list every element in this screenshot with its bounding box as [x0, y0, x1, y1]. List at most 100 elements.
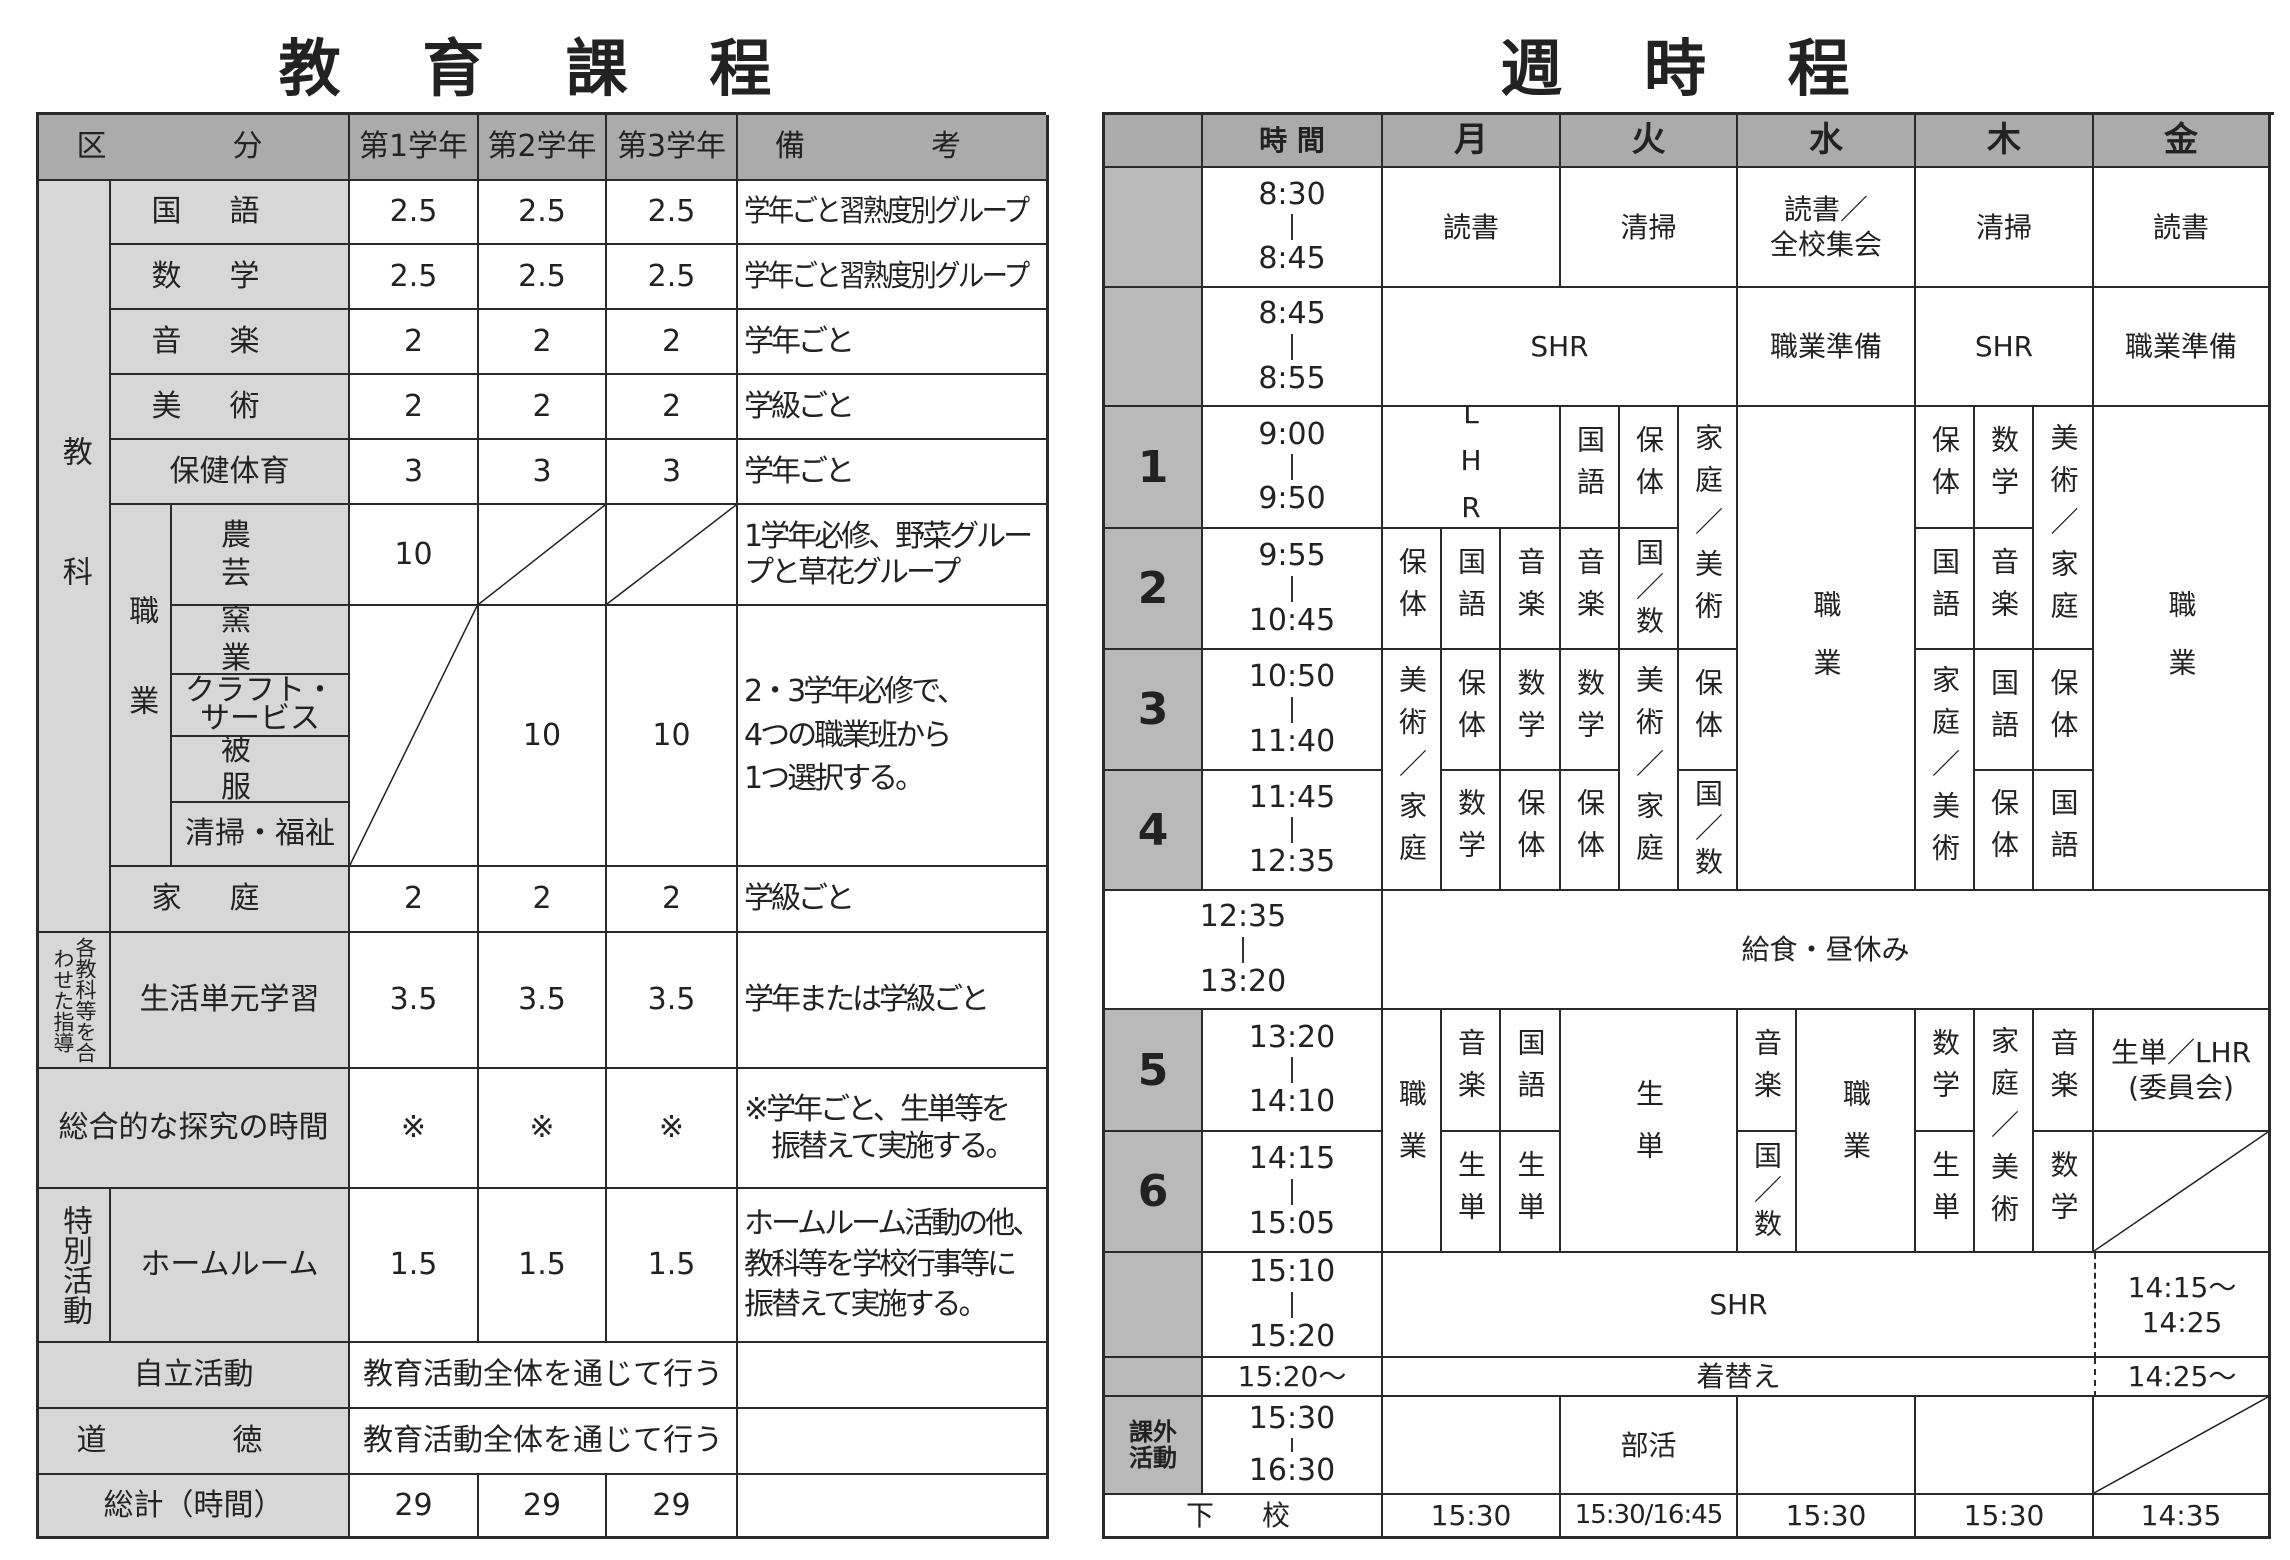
note: 学年ごと [738, 310, 1049, 375]
note: ※学年ごと、生単等を 振替えて実施する。 [738, 1069, 1049, 1189]
time-bar [1291, 817, 1293, 843]
dismissal-label: 下 校 [1105, 1495, 1383, 1539]
lesson: 国語 [2034, 771, 2094, 891]
lesson: 美術／家庭 [1620, 650, 1679, 891]
club-label: 課外 活動 [1105, 1397, 1203, 1495]
diagonal-empty-cell [2094, 1397, 2271, 1495]
lesson: 保体 [2034, 650, 2094, 771]
time-end: 12:35 [1248, 844, 1336, 879]
header-mon: 月 [1383, 115, 1561, 168]
lesson: 職業準備 [1738, 288, 1916, 407]
lesson: 数学 [1501, 650, 1561, 771]
time-end: 11:40 [1248, 723, 1336, 759]
time-start: 15:10 [1248, 1254, 1336, 1289]
diagonal-empty-cell [607, 505, 738, 606]
dismissal-time: 15:30 [1916, 1495, 2094, 1539]
value: 3.5 [350, 933, 479, 1069]
lesson: 美術／家庭 [1383, 650, 1442, 891]
time-range: 10:50 11:40 [1203, 650, 1383, 771]
subject-name: 国語 [111, 181, 350, 245]
dismissal-time: 15:30/16:45 [1561, 1495, 1738, 1539]
lesson: 国語 [1442, 529, 1501, 650]
value: 2.5 [607, 245, 738, 310]
combined-group-cell: 各教科等を合わせた指導 [39, 933, 111, 1069]
fri-change-time: 14:25～ [2094, 1358, 2271, 1397]
total-value: 29 [350, 1475, 479, 1539]
note-cell: 学年ごと習熟度別グループ [738, 245, 1049, 310]
lesson: 清掃 [1561, 168, 1738, 288]
time-bar [1291, 333, 1293, 360]
header-tue: 火 [1561, 115, 1738, 168]
lesson: 国語 [1561, 407, 1620, 529]
lesson: 国／数 [1620, 529, 1679, 650]
total-label: 総計（時間） [39, 1475, 350, 1539]
value: 3.5 [479, 933, 607, 1069]
time-start: 15:30 [1248, 1400, 1336, 1436]
value: 教育活動全体を通じて行う [350, 1343, 738, 1409]
lunch-break: 給食・昼休み [1383, 891, 2271, 1010]
subject-name: 総合的な探究の時間 [39, 1069, 350, 1189]
lesson: 家庭／美術 [1975, 1010, 2034, 1253]
time-bar [1291, 575, 1293, 602]
lesson: 音楽 [1561, 529, 1620, 650]
combined-group-label: 各教科等を合わせた指導 [51, 937, 98, 1063]
time-end: 8:45 [1258, 241, 1326, 276]
value: 10 [350, 505, 479, 606]
row-label-empty [1105, 168, 1203, 288]
lesson: 数学 [2034, 1132, 2094, 1253]
club-activity: 部活 [1561, 1397, 1738, 1495]
period-label: 6 [1105, 1132, 1203, 1253]
time-bar [1291, 1291, 1293, 1318]
period-label: 4 [1105, 771, 1203, 891]
value: ※ [350, 1069, 479, 1189]
time-end: 9:50 [1258, 481, 1326, 516]
lesson: 国語 [1501, 1010, 1561, 1132]
value: 2 [479, 375, 607, 440]
curriculum-title: 教 育 課 程 [278, 32, 802, 105]
value: 2 [607, 375, 738, 440]
value: 2.5 [350, 181, 479, 245]
value: 2 [479, 310, 607, 375]
diagonal-empty-cell [350, 606, 479, 867]
lunch-time-range: 12:35 13:20 [1105, 891, 1383, 1010]
period-label: 2 [1105, 529, 1203, 650]
time-start: 12:35 [1199, 899, 1287, 934]
vocational-craft: クラフト・ サービス [172, 675, 350, 737]
time-end: 15:20 [1248, 1318, 1336, 1354]
time-end: 10:45 [1248, 602, 1336, 638]
total-value: 29 [479, 1475, 607, 1539]
time-bar [1291, 454, 1293, 480]
lesson: 国／数 [1738, 1132, 1797, 1253]
period-label: 1 [1105, 407, 1203, 529]
lesson: 職業 [2094, 407, 2271, 891]
lesson: 読書 [2094, 168, 2271, 288]
subject-name: 家庭 [111, 867, 350, 933]
fri-shr-time: 14:15～ 14:25 [2094, 1253, 2271, 1358]
lesson: 保体 [1916, 407, 1975, 529]
header-year-2: 第2学年 [479, 115, 607, 181]
lesson: 読書／ 全校集会 [1738, 168, 1916, 288]
lesson: 清掃 [1916, 168, 2094, 288]
timetable-title: 週 時 程 [1500, 32, 1880, 105]
change-time: 15:20～ [1203, 1358, 1383, 1397]
value: 1.5 [479, 1189, 607, 1343]
lesson: 音楽 [1738, 1010, 1797, 1132]
vocational-cleaning: 清掃・福祉 [172, 803, 350, 867]
time-start: 14:15 [1248, 1141, 1336, 1176]
time-start: 9:55 [1258, 538, 1326, 573]
note: 1学年必修、野菜グループと草花グループ [738, 505, 1049, 606]
lesson: 生単 [1442, 1132, 1501, 1253]
time-range: 8:45 8:55 [1203, 288, 1383, 407]
afternoon-shr: SHR [1383, 1253, 2094, 1358]
value: 2 [350, 867, 479, 933]
time-range: 11:45 12:35 [1203, 771, 1383, 891]
dismissal-time: 14:35 [2094, 1495, 2271, 1539]
change-clothes: 着替え [1383, 1358, 2094, 1397]
subjects-group-label: 教科 [39, 181, 111, 933]
lesson: 職業準備 [2094, 288, 2271, 407]
value: 1.5 [350, 1189, 479, 1343]
time-range: 15:30 16:30 [1203, 1397, 1383, 1495]
time-bar [1242, 936, 1244, 963]
lesson: 数学 [1975, 407, 2034, 529]
lesson: 家庭／美術 [1679, 407, 1738, 650]
